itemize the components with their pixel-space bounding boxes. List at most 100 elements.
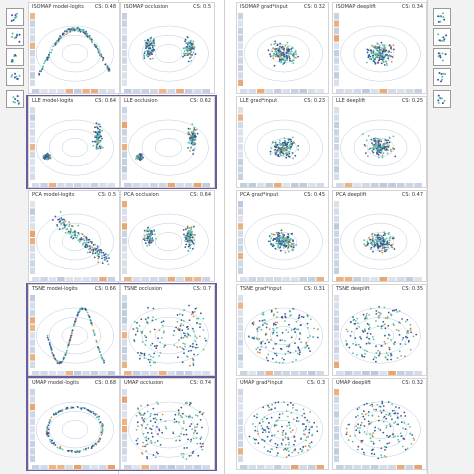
data-point xyxy=(274,141,277,144)
data-point xyxy=(283,143,285,146)
data-point xyxy=(256,430,259,433)
marginal-histogram-bar xyxy=(396,277,405,281)
projection-panel[interactable]: ISOMAP model-logits CS: 0.48 xyxy=(28,2,120,94)
data-point xyxy=(387,246,390,249)
projection-panel[interactable]: LLE deeplift CS: 0.25 xyxy=(332,96,427,188)
data-point xyxy=(382,409,385,412)
marginal-histogram-bar xyxy=(150,371,158,375)
data-point xyxy=(380,447,383,450)
data-point xyxy=(189,128,192,130)
data-point xyxy=(145,318,148,321)
data-point xyxy=(52,442,55,445)
projection-panel[interactable]: ISOMAP occlusion CS: 0.5 xyxy=(120,2,215,94)
projection-panel[interactable]: LLE occlusion CS: 0.62 xyxy=(120,96,215,188)
data-point xyxy=(185,458,188,460)
data-point xyxy=(291,243,293,245)
data-point xyxy=(276,144,279,146)
projection-panel[interactable]: UMAP occlusion CS: 0.74 xyxy=(120,378,215,470)
data-point xyxy=(268,240,270,243)
data-point xyxy=(371,142,373,144)
data-point xyxy=(188,141,191,144)
data-point xyxy=(374,52,377,55)
marginal-histogram-bar xyxy=(334,238,339,245)
data-point xyxy=(99,54,102,57)
violin-thumb-icon[interactable] xyxy=(6,48,24,66)
data-point xyxy=(356,327,358,330)
projection-panel[interactable]: ISOMAP deeplift CS: 0.34 xyxy=(332,2,427,94)
projection-panel[interactable]: ISOMAP grad*input CS: 0.32 xyxy=(236,2,329,94)
data-point xyxy=(386,358,389,361)
projection-panel[interactable]: UMAP grad*input CS: 0.3 xyxy=(236,378,329,470)
data-point xyxy=(345,427,348,430)
data-point xyxy=(182,324,185,327)
data-point xyxy=(201,426,203,429)
projection-panel[interactable]: TSNE grad*input CS: 0.31 xyxy=(236,284,329,376)
projection-panel[interactable]: LLE model-logits CS: 0.64 xyxy=(28,96,120,188)
data-point xyxy=(181,314,184,316)
projection-panel[interactable]: LLE grad*input CS: 0.23 xyxy=(236,96,329,188)
data-point xyxy=(369,307,372,310)
data-point xyxy=(251,322,254,325)
density-contour xyxy=(48,316,102,355)
data-point xyxy=(50,51,53,54)
marginal-histogram-bar xyxy=(238,346,243,354)
data-point xyxy=(48,53,50,56)
data-point xyxy=(149,58,152,60)
projection-panel[interactable]: TSNE deeplift CS: 0.35 xyxy=(332,284,427,376)
scatter-thumb-icon[interactable] xyxy=(6,68,24,86)
data-point xyxy=(384,327,387,330)
scatter-thumb-icon[interactable] xyxy=(433,68,451,86)
marginal-histogram-bar xyxy=(90,465,99,469)
data-point xyxy=(276,242,279,245)
data-point xyxy=(101,255,103,257)
data-point xyxy=(59,361,62,364)
data-point xyxy=(101,129,103,132)
data-point xyxy=(397,423,399,426)
histogram-thumb-icon[interactable] xyxy=(6,28,24,46)
density-thumb-icon[interactable] xyxy=(6,90,24,108)
data-point xyxy=(142,441,144,444)
marginal-histogram-bar xyxy=(122,50,127,57)
marginal-histogram-bar xyxy=(30,129,35,136)
data-point xyxy=(367,411,370,413)
data-point xyxy=(345,342,348,345)
violin-thumb-icon[interactable] xyxy=(433,48,451,66)
projection-panel[interactable]: TSNE occlusion CS: 0.7 xyxy=(120,284,215,376)
marginal-histogram-bar xyxy=(122,20,127,27)
density-thumb-icon[interactable] xyxy=(433,90,451,108)
data-point xyxy=(143,229,146,232)
data-point xyxy=(106,66,109,68)
marginal-histogram-bar xyxy=(74,277,82,281)
data-point xyxy=(289,351,292,354)
data-point xyxy=(300,450,303,453)
projection-panel[interactable]: TSNE model-logits CS: 0.66 xyxy=(28,284,120,376)
projection-panel[interactable]: PCA deeplift CS: 0.47 xyxy=(332,190,427,282)
data-point xyxy=(191,452,194,454)
projection-panel[interactable]: UMAP deeplift CS: 0.32 xyxy=(332,378,427,470)
data-point xyxy=(196,353,199,356)
projection-panel[interactable]: PCA occlusion CS: 0.64 xyxy=(120,190,215,282)
histogram-thumb-icon[interactable] xyxy=(433,28,451,46)
data-point xyxy=(80,237,83,239)
data-point xyxy=(153,38,155,40)
projection-panel[interactable]: PCA model-logits CS: 0.5 xyxy=(28,190,120,282)
data-point xyxy=(383,64,386,66)
data-point xyxy=(99,251,102,254)
data-point xyxy=(142,419,144,421)
scatter-thumb-icon[interactable] xyxy=(6,8,24,26)
marginal-histogram-bar xyxy=(334,121,339,129)
projection-panel[interactable]: PCA grad*input CS: 0.45 xyxy=(236,190,329,282)
data-point xyxy=(366,336,368,339)
marginal-histogram-bar xyxy=(30,245,35,252)
data-point xyxy=(200,445,203,448)
projection-panel[interactable]: UMAP model-logits CS: 0.68 xyxy=(28,378,120,470)
scatter-thumb-icon[interactable] xyxy=(433,8,451,26)
data-point xyxy=(388,241,391,244)
marginal-histogram-bar xyxy=(122,230,127,237)
data-point xyxy=(369,326,371,329)
data-point xyxy=(383,323,386,326)
scatter-plot xyxy=(334,295,422,375)
data-point xyxy=(188,243,191,246)
data-point xyxy=(274,152,277,154)
data-point xyxy=(390,358,392,361)
